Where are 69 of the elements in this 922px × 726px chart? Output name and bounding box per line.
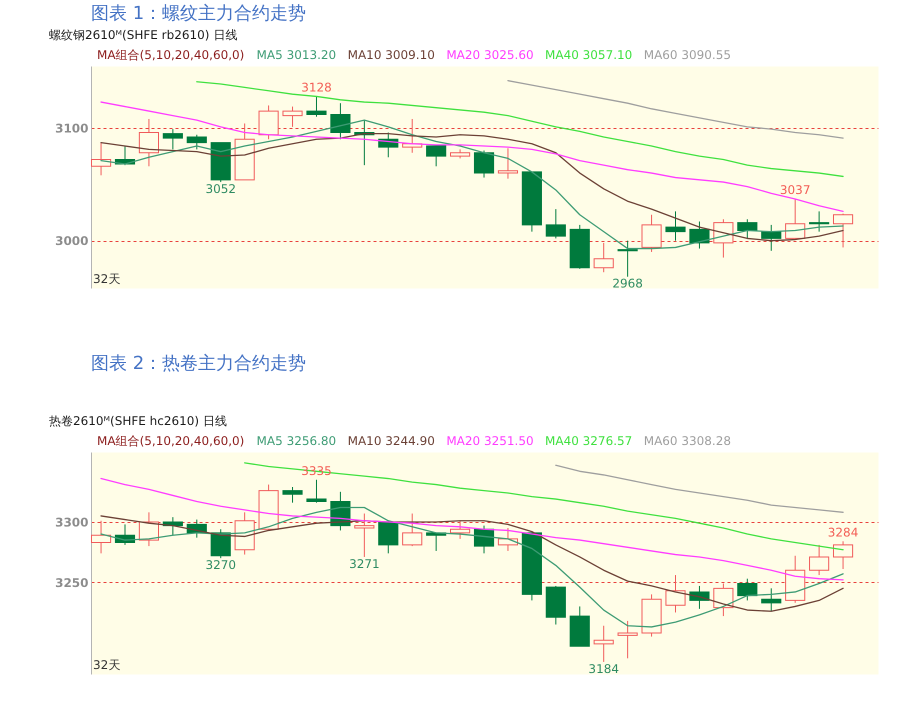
annotation: 3184 xyxy=(588,662,619,676)
candlestick xyxy=(282,486,303,504)
candlestick xyxy=(282,106,303,128)
annotation: 32天 xyxy=(93,272,120,286)
candlestick xyxy=(378,520,398,554)
candlestick xyxy=(306,479,327,504)
candlestick xyxy=(832,213,854,248)
candlestick xyxy=(737,218,758,239)
candlestick xyxy=(832,540,854,570)
text: MA10 3009.10 xyxy=(348,48,435,62)
chart-title: 图表 2：热卷主力合约走势 xyxy=(91,353,306,374)
candlestick xyxy=(689,221,710,250)
y-tick-label: 3100 xyxy=(55,121,88,136)
candlestick xyxy=(186,134,207,150)
text: MA5 3013.20 xyxy=(256,48,336,62)
candlestick xyxy=(641,214,662,252)
line-series xyxy=(507,80,844,139)
chart-title: 图表 1：螺纹主力合约走势 xyxy=(91,3,306,24)
candlestick xyxy=(258,104,279,140)
candlestick xyxy=(761,588,782,612)
candlestick xyxy=(618,620,638,659)
text: MA40 3057.10 xyxy=(545,48,632,62)
annotation: 3270 xyxy=(205,558,236,572)
annotation: 3284 xyxy=(828,525,858,540)
text: MA10 3244.90 xyxy=(348,434,435,448)
candlestick xyxy=(761,224,782,252)
chart-subtitle: 螺纹钢2610ᴹ(SHFE rb2610) 日线 xyxy=(49,28,238,42)
candlestick xyxy=(498,148,518,180)
y-tick-label: 3000 xyxy=(55,234,88,248)
candlestick xyxy=(618,240,638,278)
annotation: 2968 xyxy=(612,276,643,291)
line-series xyxy=(100,101,844,212)
line-series xyxy=(196,81,844,178)
y-tick-label: 3300 xyxy=(55,515,88,530)
candlestick xyxy=(809,544,830,576)
chart-subtitle: 热卷2610ᴹ(SHFE hc2610) 日线 xyxy=(49,414,227,428)
legend-title: MA组合(5,10,20,40,60,0) xyxy=(97,48,244,62)
candlestick xyxy=(665,574,686,613)
candlestick xyxy=(330,102,350,140)
annotation: 3037 xyxy=(780,182,810,197)
candlestick xyxy=(594,625,614,662)
y-tick-label: 3250 xyxy=(55,576,88,590)
candlestick xyxy=(450,520,470,540)
candlestick xyxy=(402,513,422,547)
candlestick xyxy=(138,118,159,167)
text: MA60 3090.55 xyxy=(644,48,731,62)
annotation: 3052 xyxy=(205,182,236,196)
legend-title: MA组合(5,10,20,40,60,0) xyxy=(97,434,244,448)
line-series xyxy=(555,464,844,513)
candlestick xyxy=(426,144,446,167)
candlestick xyxy=(594,242,614,273)
text: MA40 3276.57 xyxy=(545,434,632,448)
candlestick xyxy=(737,578,758,601)
candlestick xyxy=(474,150,494,178)
candlestick xyxy=(665,210,686,242)
annotation: 3271 xyxy=(349,556,380,571)
candlestick xyxy=(450,148,470,159)
candlestick xyxy=(785,198,806,239)
candlestick xyxy=(306,96,327,118)
candlestick xyxy=(354,513,374,558)
candlestick xyxy=(162,128,183,150)
annotation: 32天 xyxy=(93,658,120,672)
text: MA5 3256.80 xyxy=(256,434,336,448)
candlestick xyxy=(809,210,830,232)
text: MA60 3308.28 xyxy=(644,434,731,448)
text: MA20 3025.60 xyxy=(446,48,534,62)
text: MA20 3251.50 xyxy=(446,434,534,448)
annotation: 3128 xyxy=(301,80,332,94)
candlestick xyxy=(546,208,566,239)
